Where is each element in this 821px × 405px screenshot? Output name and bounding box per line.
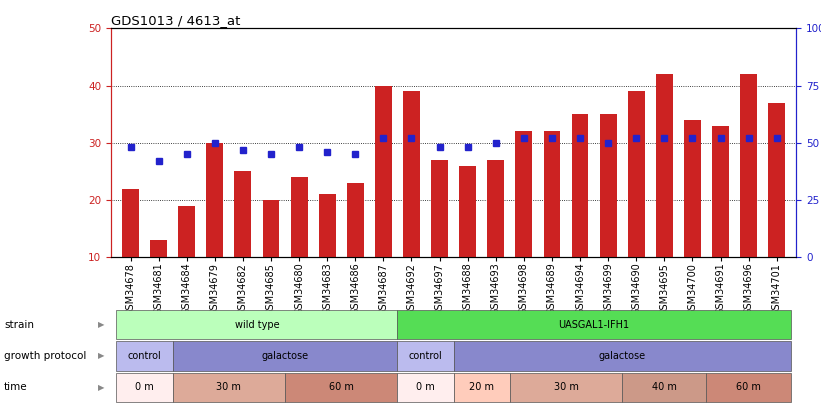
Bar xyxy=(488,160,504,257)
Bar xyxy=(712,126,729,257)
Text: control: control xyxy=(128,351,162,361)
Bar xyxy=(122,189,139,257)
Text: galactose: galactose xyxy=(261,351,309,361)
Bar xyxy=(178,206,195,257)
Text: control: control xyxy=(409,351,443,361)
Text: UASGAL1-IFH1: UASGAL1-IFH1 xyxy=(558,320,630,330)
Text: ▶: ▶ xyxy=(98,320,104,329)
Bar xyxy=(684,120,701,257)
Bar xyxy=(768,103,785,257)
Bar xyxy=(346,183,364,257)
Bar xyxy=(459,166,476,257)
Bar xyxy=(544,131,561,257)
Bar xyxy=(291,177,308,257)
Bar xyxy=(206,143,223,257)
Bar xyxy=(628,91,644,257)
Bar xyxy=(571,114,589,257)
Text: ▶: ▶ xyxy=(98,352,104,360)
Bar xyxy=(375,85,392,257)
Text: ▶: ▶ xyxy=(98,383,104,392)
Text: 30 m: 30 m xyxy=(553,382,579,392)
Text: 0 m: 0 m xyxy=(135,382,154,392)
Bar xyxy=(599,114,617,257)
Bar xyxy=(741,74,757,257)
Text: 30 m: 30 m xyxy=(217,382,241,392)
Text: 0 m: 0 m xyxy=(416,382,435,392)
Bar xyxy=(263,200,279,257)
Bar xyxy=(235,171,251,257)
Bar xyxy=(150,240,167,257)
Bar xyxy=(319,194,336,257)
Text: wild type: wild type xyxy=(235,320,279,330)
Text: galactose: galactose xyxy=(599,351,646,361)
Text: 40 m: 40 m xyxy=(652,382,677,392)
Text: 60 m: 60 m xyxy=(328,382,354,392)
Text: 20 m: 20 m xyxy=(469,382,494,392)
Text: 60 m: 60 m xyxy=(736,382,761,392)
Bar xyxy=(516,131,532,257)
Text: growth protocol: growth protocol xyxy=(4,351,86,361)
Bar xyxy=(431,160,448,257)
Bar xyxy=(656,74,672,257)
Text: strain: strain xyxy=(4,320,34,330)
Text: GDS1013 / 4613_at: GDS1013 / 4613_at xyxy=(111,14,241,27)
Text: time: time xyxy=(4,382,28,392)
Bar xyxy=(403,91,420,257)
